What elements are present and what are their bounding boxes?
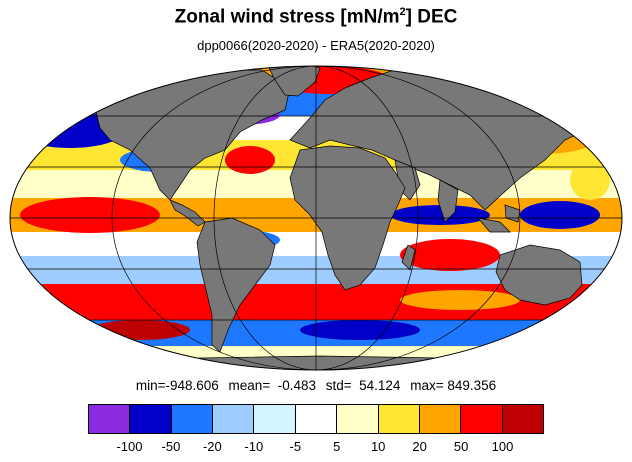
stress-patch — [20, 197, 160, 233]
colorbar-tick-label: 10 — [370, 439, 386, 454]
stat-std: std= 54.124 — [325, 378, 401, 393]
colorbar-tick-label: 5 — [333, 439, 341, 454]
colorbar-tick-label: -5 — [289, 439, 302, 454]
stress-patch — [390, 205, 490, 225]
colorbar-segment — [419, 405, 462, 433]
stress-patch — [400, 290, 520, 310]
colorbar-segment — [130, 405, 172, 433]
stress-patch — [400, 239, 500, 271]
colorbar-tick-label: -50 — [161, 439, 181, 454]
colorbar-segment — [461, 405, 503, 433]
colorbar-segment — [89, 405, 131, 433]
colorbar-segment — [254, 405, 296, 433]
colorbar-segment — [295, 405, 338, 433]
title-main: Zonal wind stress [mN/m — [174, 6, 400, 28]
colorbar-tick-labels: -100 -50 -20 -10 -5 5 10 20 50 100 — [88, 439, 544, 455]
colorbar-tick-label: -20 — [202, 439, 222, 454]
colorbar-segment — [337, 405, 379, 433]
stat-mean: mean= -0.483 — [228, 378, 316, 393]
colorbar-tick-label: 50 — [453, 439, 469, 454]
colorbar-tick-label: 20 — [412, 439, 427, 454]
colorbar-segment — [502, 405, 543, 433]
colorbar-tick-label: -10 — [244, 439, 264, 454]
stat-max: max= 849.356 — [410, 378, 497, 393]
colorbar-tick-label: 100 — [491, 439, 514, 454]
colorbar-segment — [171, 405, 214, 433]
colorbar-segment — [378, 405, 420, 433]
colorbar-tick-label: -100 — [116, 439, 143, 454]
colorbar — [88, 404, 544, 434]
plot-title: Zonal wind stress [mN/m2] DEC — [0, 6, 632, 28]
statistics-line: min=-948.606 mean= -0.483 std= 54.124 ma… — [0, 378, 632, 393]
title-superscript: 2 — [399, 6, 406, 18]
colorbar-segment — [213, 405, 255, 433]
plot-subtitle: dpp0066(2020-2020) - ERA5(2020-2020) — [197, 38, 435, 53]
globe-outline — [9, 65, 623, 371]
stress-patch — [90, 320, 190, 340]
stat-min: min=-948.606 — [135, 378, 219, 393]
stress-patch — [570, 160, 610, 200]
stress-patch — [225, 146, 275, 174]
graticule — [10, 66, 622, 370]
title-tail: ] DEC — [405, 6, 458, 28]
stress-patch — [520, 201, 600, 229]
stress-patch — [300, 320, 420, 340]
